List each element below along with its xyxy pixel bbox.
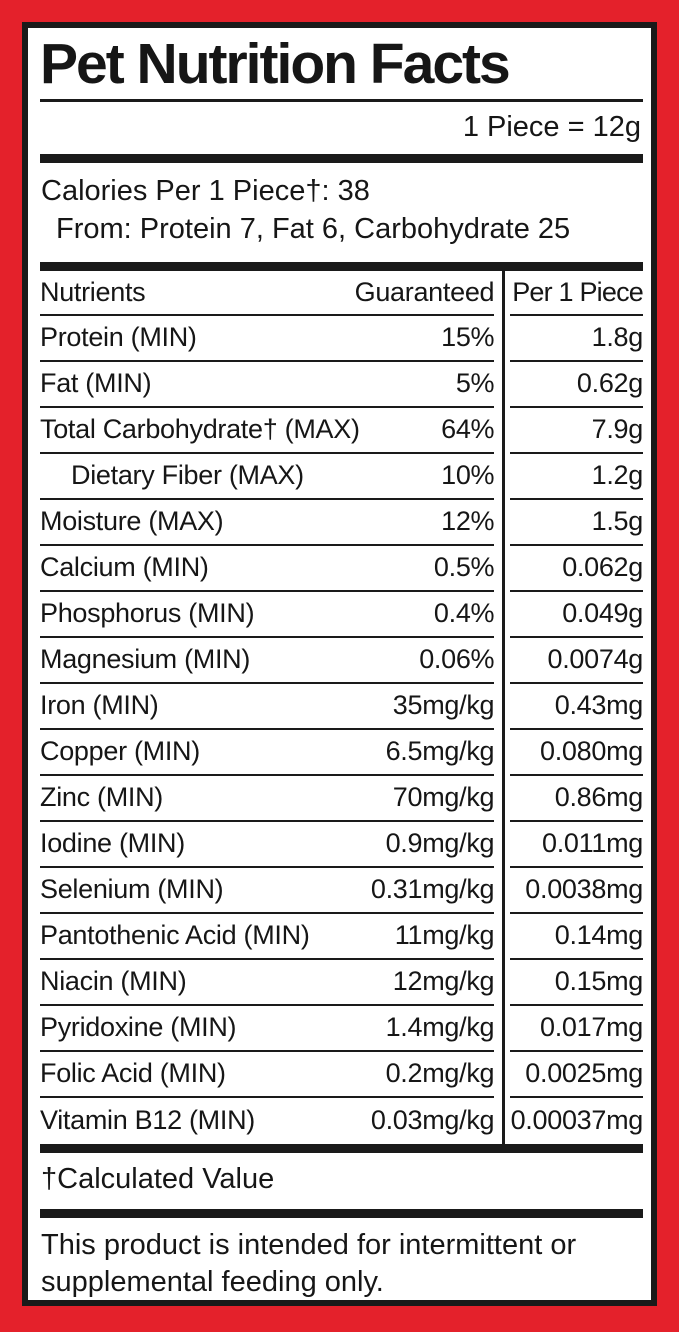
nutrient-name: Magnesium (MIN) bbox=[40, 644, 251, 675]
nutrient-name: Phosphorus (MIN) bbox=[40, 598, 255, 629]
table-row: Pyridoxine (MIN) 1.4mg/kg 0.017mg bbox=[40, 1006, 643, 1052]
per-piece-value: 0.86mg bbox=[554, 782, 644, 813]
calories-line: Calories Per 1 Piece†: 38 bbox=[41, 175, 370, 208]
per-piece-value: 0.62g bbox=[576, 368, 643, 399]
header-guaranteed: Guaranteed bbox=[354, 276, 495, 307]
per-piece-value: 0.15mg bbox=[554, 966, 644, 997]
feeding-statement: This product is intended for intermitten… bbox=[41, 1228, 577, 1298]
calculated-value-footnote: †Calculated Value bbox=[41, 1162, 275, 1195]
table-row: Zinc (MIN) 70mg/kg 0.86mg bbox=[40, 776, 643, 822]
guaranteed-value: 35mg/kg bbox=[392, 690, 495, 721]
guaranteed-value: 0.31mg/kg bbox=[370, 874, 495, 905]
guaranteed-value: 5% bbox=[455, 368, 495, 399]
table-row: Fat (MIN) 5% 0.62g bbox=[40, 362, 643, 408]
nutrient-name: Zinc (MIN) bbox=[40, 782, 163, 813]
per-piece-value: 0.0074g bbox=[547, 644, 644, 675]
header-per-piece: Per 1 Piece bbox=[512, 276, 644, 307]
per-piece-value: 7.9g bbox=[591, 414, 644, 445]
table-row: Dietary Fiber (MAX) 10% 1.2g bbox=[40, 454, 643, 500]
section-bar-footer bbox=[40, 1208, 643, 1218]
serving-size: 1 Piece = 12g bbox=[462, 111, 641, 143]
nutrient-name: Iodine (MIN) bbox=[40, 828, 185, 859]
guaranteed-value: 0.9mg/kg bbox=[385, 828, 495, 859]
nutrient-name: Dietary Fiber (MAX) bbox=[71, 460, 304, 491]
nutrients-table: Nutrients Guaranteed Per 1 Piece Protein… bbox=[40, 270, 644, 1144]
table-row: Copper (MIN) 6.5mg/kg 0.080mg bbox=[40, 730, 643, 776]
table-row: Phosphorus (MIN) 0.4% 0.049g bbox=[40, 592, 643, 638]
calories-block: Calories Per 1 Piece†: 38 From: Protein … bbox=[40, 163, 643, 262]
table-row: Magnesium (MIN) 0.06% 0.0074g bbox=[40, 638, 643, 684]
per-piece-value: 0.011mg bbox=[542, 828, 643, 859]
guaranteed-value: 15% bbox=[441, 322, 495, 353]
calories-from-line: From: Protein 7, Fat 6, Carbohydrate 25 bbox=[56, 213, 571, 246]
guaranteed-value: 1.4mg/kg bbox=[385, 1012, 495, 1043]
nutrient-name: Niacin (MIN) bbox=[40, 966, 187, 997]
per-piece-value: 0.017mg bbox=[540, 1012, 643, 1043]
nutrient-name: Selenium (MIN) bbox=[40, 874, 224, 905]
header-nutrients: Nutrients bbox=[40, 276, 146, 307]
per-piece-value: 0.062g bbox=[562, 552, 643, 583]
column-divider bbox=[502, 270, 505, 1144]
table-row: Protein (MIN) 15% 1.8g bbox=[40, 316, 643, 362]
per-piece-value: 1.2g bbox=[591, 460, 644, 491]
guaranteed-value: 0.06% bbox=[419, 644, 495, 675]
table-row: Total Carbohydrate† (MAX) 64% 7.9g bbox=[40, 408, 643, 454]
label-title: Pet Nutrition Facts bbox=[40, 32, 511, 96]
table-row: Iodine (MIN) 0.9mg/kg 0.011mg bbox=[40, 822, 643, 868]
table-row: Selenium (MIN) 0.31mg/kg 0.0038mg bbox=[40, 868, 643, 914]
nutrient-name: Protein (MIN) bbox=[40, 322, 197, 353]
per-piece-value: 0.14mg bbox=[554, 920, 644, 951]
guaranteed-value: 12mg/kg bbox=[392, 966, 495, 997]
nutrient-name: Fat (MIN) bbox=[40, 368, 152, 399]
per-piece-value: 0.0038mg bbox=[525, 874, 643, 905]
section-bar-table-bottom bbox=[40, 1143, 643, 1153]
per-piece-value: 1.5g bbox=[591, 506, 644, 537]
guaranteed-value: 11mg/kg bbox=[394, 920, 495, 951]
section-bar-table-top bbox=[40, 261, 643, 271]
nutrient-name: Moisture (MAX) bbox=[40, 506, 224, 537]
table-row: Folic Acid (MIN) 0.2mg/kg 0.0025mg bbox=[40, 1052, 643, 1098]
nutrient-name: Vitamin B12 (MIN) bbox=[40, 1105, 255, 1136]
nutrient-name: Calcium (MIN) bbox=[40, 552, 209, 583]
per-piece-value: 0.43mg bbox=[554, 690, 644, 721]
nutrient-rows: Protein (MIN) 15% 1.8g Fat (MIN) 5% 0.62… bbox=[40, 316, 643, 1144]
guaranteed-value: 6.5mg/kg bbox=[385, 736, 495, 767]
nutrient-name: Pyridoxine (MIN) bbox=[40, 1012, 237, 1043]
guaranteed-value: 12% bbox=[441, 506, 495, 537]
guaranteed-value: 64% bbox=[441, 414, 495, 445]
guaranteed-value: 0.03mg/kg bbox=[370, 1105, 495, 1136]
table-header-row: Nutrients Guaranteed Per 1 Piece bbox=[40, 271, 644, 316]
nutrient-name: Copper (MIN) bbox=[40, 736, 200, 767]
table-row: Vitamin B12 (MIN) 0.03mg/kg 0.00037mg bbox=[40, 1098, 643, 1144]
guaranteed-value: 0.5% bbox=[433, 552, 495, 583]
per-piece-value: 1.8g bbox=[591, 322, 644, 353]
table-row: Iron (MIN) 35mg/kg 0.43mg bbox=[40, 684, 643, 730]
pet-nutrition-label: Pet Nutrition Facts 1 Piece = 12g Calori… bbox=[22, 22, 657, 1306]
table-row: Calcium (MIN) 0.5% 0.062g bbox=[40, 546, 643, 592]
nutrient-name: Total Carbohydrate† (MAX) bbox=[40, 414, 360, 445]
nutrient-name: Pantothenic Acid (MIN) bbox=[40, 920, 310, 951]
table-row: Niacin (MIN) 12mg/kg 0.15mg bbox=[40, 960, 643, 1006]
title-rule bbox=[40, 99, 643, 102]
table-row: Pantothenic Acid (MIN) 11mg/kg 0.14mg bbox=[40, 914, 643, 960]
per-piece-value: 0.049g bbox=[562, 598, 643, 629]
guaranteed-value: 10% bbox=[441, 460, 495, 491]
guaranteed-value: 70mg/kg bbox=[392, 782, 495, 813]
per-piece-value: 0.00037mg bbox=[510, 1105, 644, 1136]
nutrient-name: Folic Acid (MIN) bbox=[40, 1058, 226, 1089]
per-piece-value: 0.0025mg bbox=[525, 1058, 643, 1089]
nutrient-name: Iron (MIN) bbox=[40, 690, 159, 721]
guaranteed-value: 0.2mg/kg bbox=[385, 1058, 495, 1089]
guaranteed-value: 0.4% bbox=[433, 598, 495, 629]
table-row: Moisture (MAX) 12% 1.5g bbox=[40, 500, 643, 546]
section-bar-top bbox=[40, 154, 643, 164]
per-piece-value: 0.080mg bbox=[540, 736, 643, 767]
